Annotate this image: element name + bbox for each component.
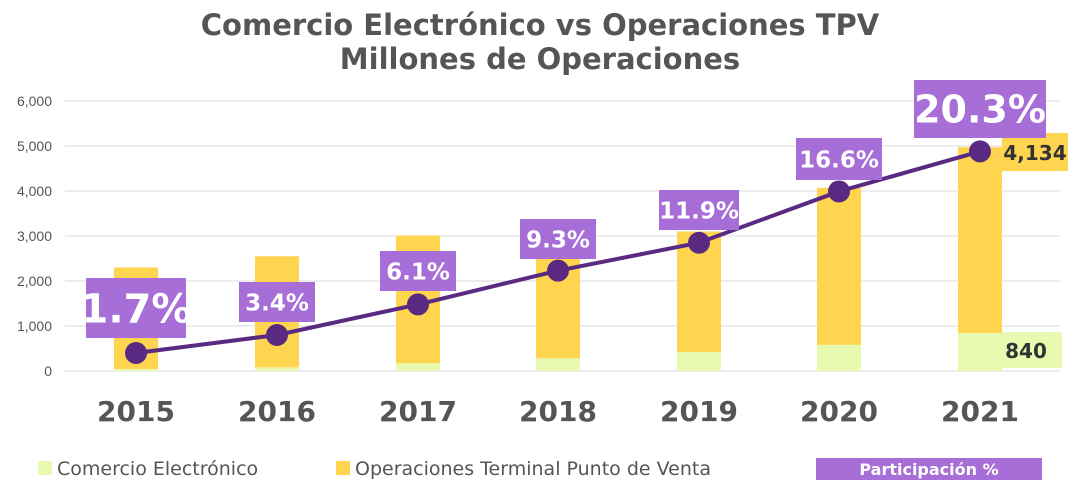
legend-label-participation: Participación % [859,460,998,479]
pct-label-2017: 6.1% [386,259,450,285]
bar-ecommerce-2019 [677,352,721,371]
bar-tpv-2020 [817,187,861,345]
data-label-tpv-2021: 4,134 [1003,141,1066,165]
line-point-2021 [969,140,991,163]
y-tick-label: 1,000 [17,318,52,334]
pct-label-2015: 1.7% [81,286,192,332]
bar-ecommerce-2016 [255,367,299,371]
x-tick-label: 2021 [941,395,1019,428]
pct-label-2016: 3.4% [245,290,309,316]
x-tick-label: 2016 [238,395,316,428]
y-tick-label: 4,000 [17,183,52,199]
y-tick-label: 2,000 [17,273,52,289]
bar-ecommerce-2015 [114,369,158,371]
pct-label-box-2021 [914,80,1046,138]
bar-ecommerce-2018 [536,358,580,371]
pct-label-2019: 11.9% [659,198,739,224]
data-label-ecommerce-2021: 840 [1005,339,1047,363]
pct-label-box-2019 [659,190,739,230]
x-tick-label: 2018 [519,395,597,428]
pct-label-box-2017 [380,251,456,291]
pct-label-2020: 16.6% [799,147,879,173]
line-point-2019 [688,231,710,254]
x-tick-label: 2017 [379,395,457,428]
pct-label-2018: 9.3% [526,227,590,253]
pct-label-box-2015 [86,278,186,338]
chart-title: Comercio Electrónico vs Operaciones TPV [200,8,880,42]
x-tick-label: 2015 [97,395,175,428]
legend-label-ecommerce: Comercio Electrónico [57,458,258,480]
legend-swatch-tpv [336,461,350,475]
y-tick-label: 5,000 [17,138,52,154]
data-label-box-tpv-2021 [1002,133,1068,171]
line-point-2016 [266,324,288,346]
legend-swatch-ecommerce [38,461,52,475]
x-tick-label: 2020 [800,395,878,428]
line-point-2015 [125,342,147,364]
chart-subtitle: Millones de Operaciones [339,42,741,76]
y-tick-label: 6,000 [17,93,52,109]
data-label-box-ecommerce-2021 [1002,332,1062,368]
y-tick-label: 0 [44,363,52,379]
pct-label-box-2020 [796,138,882,180]
line-point-2018 [547,259,569,282]
legend-label-tpv: Operaciones Terminal Punto de Venta [355,458,711,480]
line-point-2020 [828,180,850,203]
line-point-2017 [407,293,429,316]
bar-ecommerce-2020 [817,344,861,371]
pct-label-2021: 20.3% [914,88,1046,132]
pct-label-box-2016 [239,282,315,322]
bar-ecommerce-2021 [958,333,1002,371]
y-tick-label: 3,000 [17,228,52,244]
bar-ecommerce-2017 [396,363,440,371]
bar-tpv-2021 [958,147,1002,334]
legend-box-participation [816,458,1042,480]
x-tick-label: 2019 [660,395,738,428]
pct-label-box-2018 [520,219,596,259]
